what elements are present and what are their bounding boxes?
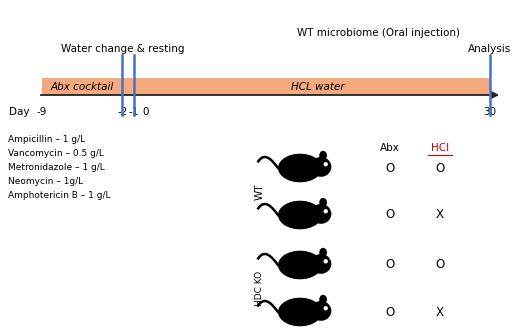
Text: Day: Day (9, 107, 30, 117)
Ellipse shape (310, 157, 332, 177)
Text: HCL water: HCL water (291, 81, 344, 92)
Ellipse shape (319, 248, 327, 257)
Ellipse shape (278, 251, 322, 279)
Ellipse shape (310, 254, 332, 274)
Text: O: O (386, 208, 395, 221)
Text: Vancomycin – 0.5 g/L: Vancomycin – 0.5 g/L (8, 149, 104, 158)
Bar (42, 78, 490, 95)
Circle shape (323, 162, 328, 166)
Text: O: O (386, 162, 395, 174)
Text: -9: -9 (37, 107, 47, 117)
Ellipse shape (278, 201, 322, 229)
Text: HDC KO: HDC KO (255, 271, 264, 306)
Text: Abx: Abx (380, 143, 400, 153)
Text: Metronidazole – 1 g/L: Metronidazole – 1 g/L (8, 163, 105, 172)
Text: HCl: HCl (431, 143, 449, 153)
Text: O: O (386, 259, 395, 272)
Text: Ampicillin – 1 g/L: Ampicillin – 1 g/L (8, 135, 85, 144)
Ellipse shape (310, 204, 332, 224)
Text: O: O (435, 162, 445, 174)
Text: Analysis: Analysis (468, 44, 511, 54)
Text: Amphotericin B – 1 g/L: Amphotericin B – 1 g/L (8, 191, 111, 200)
Text: 30: 30 (484, 107, 497, 117)
Text: X: X (436, 306, 444, 319)
Text: O: O (435, 259, 445, 272)
Circle shape (323, 259, 328, 264)
Text: -2: -2 (117, 107, 127, 117)
Ellipse shape (319, 295, 327, 304)
Circle shape (323, 209, 328, 213)
Text: Abx cocktail: Abx cocktail (50, 81, 114, 92)
Ellipse shape (310, 301, 332, 321)
Text: O: O (386, 306, 395, 319)
Text: WT microbiome (Oral injection): WT microbiome (Oral injection) (298, 28, 461, 38)
Text: 0: 0 (142, 107, 149, 117)
Text: -1: -1 (128, 107, 139, 117)
Ellipse shape (319, 198, 327, 207)
Ellipse shape (278, 298, 322, 326)
Text: Water change & resting: Water change & resting (61, 44, 184, 54)
Text: X: X (436, 208, 444, 221)
Text: Neomycin – 1g/L: Neomycin – 1g/L (8, 177, 83, 186)
Ellipse shape (278, 154, 322, 182)
Circle shape (323, 306, 328, 311)
Text: WT: WT (255, 183, 265, 200)
Ellipse shape (319, 151, 327, 160)
